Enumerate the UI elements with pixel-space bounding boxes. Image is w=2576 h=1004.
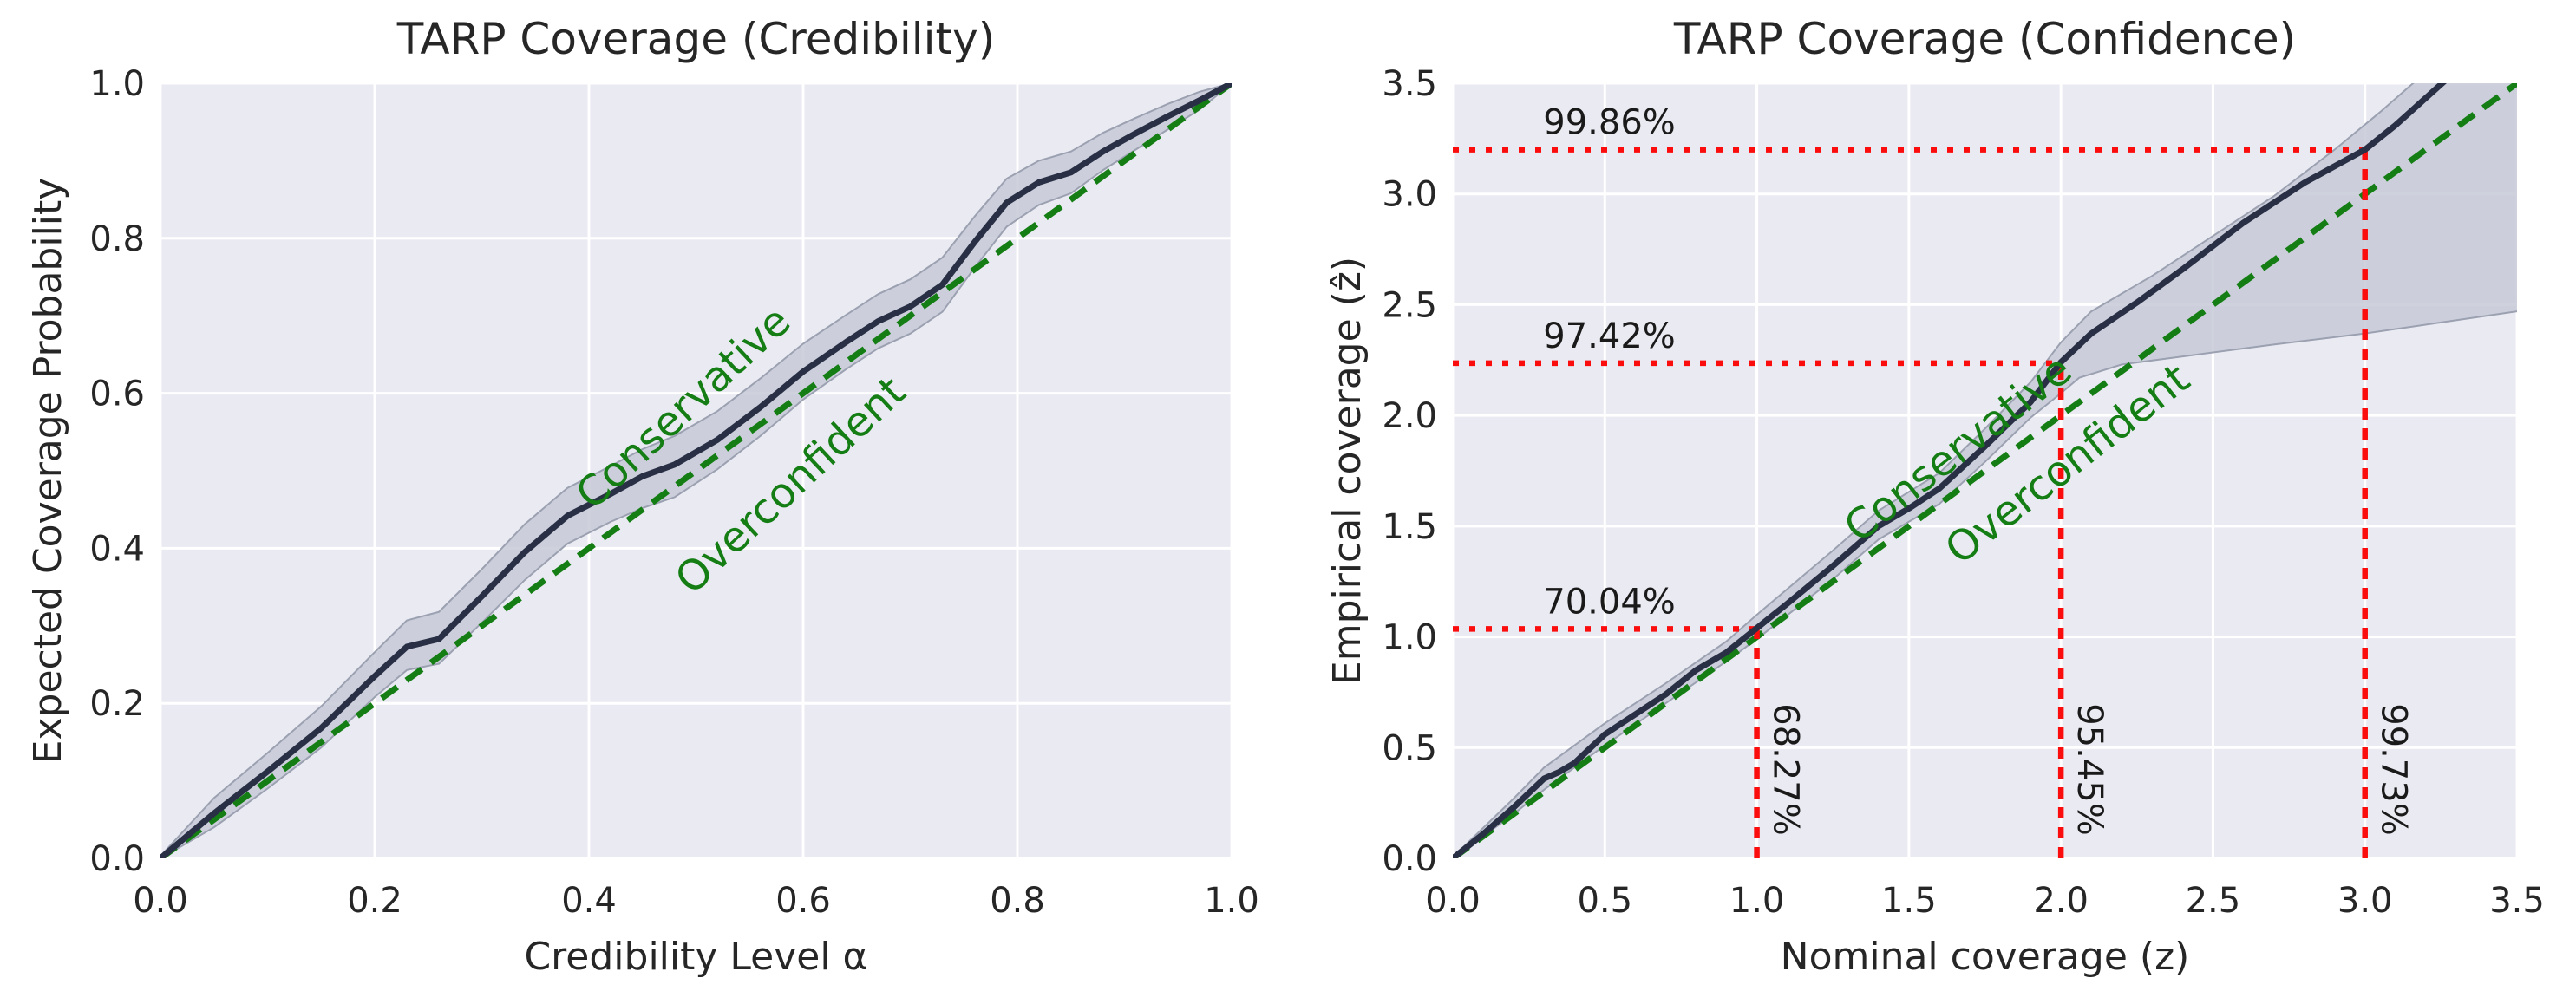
annotation-97.42%: 97.42% 95.45%	[1453, 316, 2109, 858]
tarp-coverage-confidence: 70.04%68.27%97.42%95.45%99.86%99.73%Cons…	[1325, 14, 2545, 979]
y-tick-label: 0.8	[89, 219, 145, 259]
y-tick-label: 0.0	[1382, 839, 1437, 879]
y-tick-label: 1.0	[1382, 618, 1437, 658]
y-tick-label: 2.0	[1382, 396, 1437, 436]
x-tick-label: 1.5	[1881, 881, 1937, 921]
annotation-v-label: 99.73%	[2374, 703, 2414, 836]
chart-title: TARP Coverage (Confidence)	[1673, 14, 2296, 64]
x-tick-label: 1.0	[1204, 881, 1259, 921]
x-tick-label: 3.0	[2337, 881, 2393, 921]
y-tick-label: 0.2	[89, 684, 145, 724]
x-tick-label: 1.0	[1729, 881, 1785, 921]
y-tick-label: 3.5	[1382, 64, 1437, 104]
x-tick-label: 0.5	[1577, 881, 1632, 921]
y-tick-label: 0.5	[1382, 728, 1437, 768]
annotation-v-label: 68.27%	[1766, 703, 1806, 836]
x-tick-label: 0.4	[561, 881, 617, 921]
x-tick-label: 3.5	[2489, 881, 2545, 921]
y-axis-label: Empirical coverage (ẑ)	[1325, 257, 1370, 685]
x-tick-label: 0.8	[990, 881, 1045, 921]
uncertainty-band	[160, 83, 1232, 858]
x-axis-label: Nominal coverage (z)	[1781, 935, 2190, 979]
coverage-line	[1453, 83, 2447, 858]
y-tick-label: 1.5	[1382, 507, 1437, 547]
coverage-line	[160, 83, 1232, 858]
x-axis-label: Credibility Level α	[524, 935, 867, 979]
annotation-99.86%: 99.86% 99.73%	[1453, 103, 2414, 858]
x-tick-label: 0.0	[1425, 881, 1481, 921]
gridlines	[1451, 81, 2519, 860]
annotation-70.04%: 70.04% 68.27%	[1453, 582, 1806, 858]
y-tick-label: 0.4	[89, 529, 145, 569]
y-tick-label: 2.5	[1382, 285, 1437, 325]
x-tick-label: 2.0	[2033, 881, 2089, 921]
chart-title: TARP Coverage (Credibility)	[396, 14, 995, 64]
x-tick-label: 0.2	[347, 881, 402, 921]
x-tick-label: 0.6	[775, 881, 831, 921]
annotation-v-label: 95.45%	[2069, 703, 2109, 836]
annotation-h-label: 99.86%	[1543, 103, 1676, 143]
y-tick-label: 0.0	[89, 839, 145, 879]
x-tick-label: 0.0	[133, 881, 188, 921]
x-tick-label: 2.5	[2186, 881, 2241, 921]
annotation-h-label: 97.42%	[1543, 316, 1676, 356]
annotation-h-label: 70.04%	[1543, 582, 1676, 622]
y-tick-label: 0.6	[89, 375, 145, 414]
diagonal-reference-line	[160, 83, 1232, 858]
diagonal-reference-line	[1453, 83, 2517, 858]
y-axis-label: Expected Coverage Probability	[26, 178, 70, 765]
y-tick-label: 1.0	[89, 64, 145, 104]
y-tick-label: 3.0	[1382, 175, 1437, 215]
